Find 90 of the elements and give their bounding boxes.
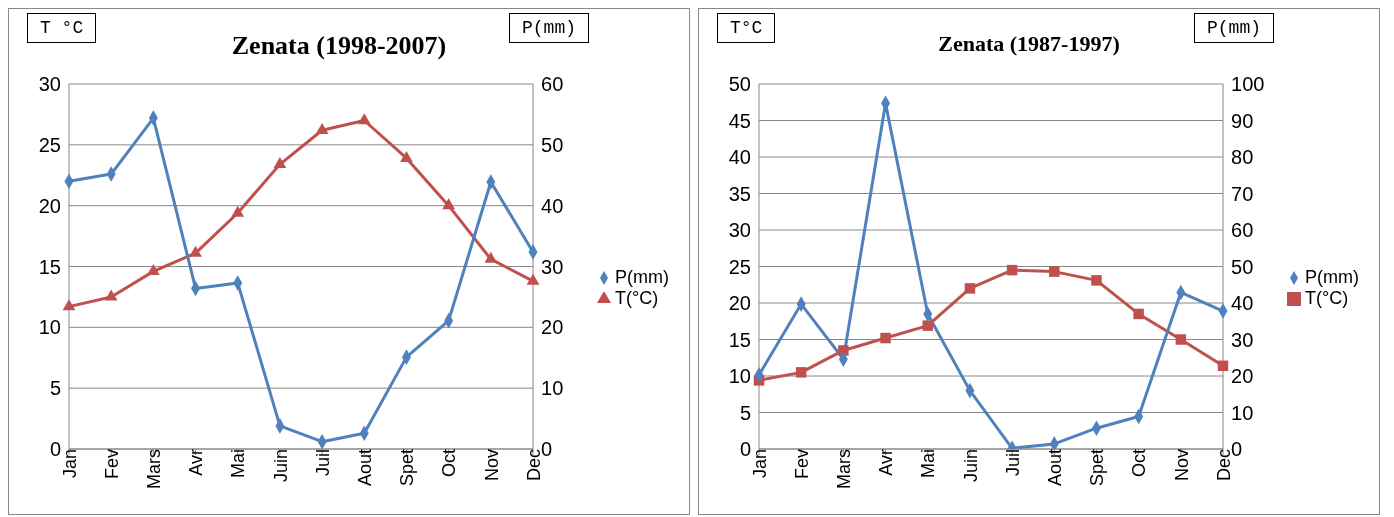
- x-tick-label: Aout: [355, 449, 376, 487]
- y2-tick-label: 40: [541, 194, 564, 217]
- point: [964, 283, 976, 294]
- y-tick-label: 5: [49, 377, 61, 400]
- y-tick-label: 10: [728, 365, 751, 388]
- y-tick-label: 25: [728, 255, 751, 278]
- y-tick-label: 20: [728, 292, 751, 315]
- x-tick-label: Juin: [270, 449, 291, 483]
- x-tick-label: Oct: [439, 449, 460, 478]
- point: [1049, 436, 1059, 449]
- x-tick-label: Oct: [1129, 449, 1150, 478]
- y-tick-label: 15: [728, 328, 751, 351]
- point: [1175, 334, 1187, 345]
- legend-label: P(mm): [1305, 266, 1359, 287]
- y-axis-title: T °C: [27, 13, 97, 43]
- y2-tick-label: 40: [1231, 292, 1254, 315]
- x-tick-label: Avr: [876, 449, 897, 476]
- y2-tick-label: 20: [541, 316, 564, 339]
- y-tick-label: 5: [739, 401, 751, 424]
- y2-tick-label: 60: [1231, 219, 1254, 242]
- y-tick-label: 15: [38, 255, 61, 278]
- y2-tick-label: 30: [1231, 328, 1254, 351]
- y-tick-label: 10: [38, 316, 61, 339]
- point: [526, 273, 540, 285]
- point: [1091, 275, 1102, 286]
- y2-tick-label: 50: [541, 133, 564, 156]
- x-tick-label: Nov: [1171, 449, 1192, 482]
- x-tick-label: Juil: [312, 449, 333, 477]
- point: [922, 320, 933, 331]
- x-tick-label: Mars: [144, 449, 165, 489]
- point: [1133, 308, 1144, 320]
- y2-tick-label: 60: [541, 73, 564, 96]
- point: [62, 299, 76, 311]
- y2-tick-label: 90: [1231, 109, 1254, 132]
- y-tick-label: 35: [728, 182, 751, 205]
- y-tick-label: 25: [38, 133, 61, 156]
- y-tick-label: 40: [728, 146, 751, 169]
- point: [880, 332, 891, 344]
- y2-axis-title: P(mm): [509, 13, 590, 43]
- x-tick-label: Fev: [791, 449, 812, 480]
- point: [104, 289, 118, 301]
- point: [231, 205, 245, 217]
- x-tick-label: Fev: [101, 449, 122, 480]
- point: [795, 367, 807, 378]
- y2-tick-label: 0: [1231, 438, 1243, 461]
- x-tick-label: Spet: [397, 449, 418, 487]
- x-tick-label: Juil: [1002, 449, 1023, 477]
- point: [442, 198, 456, 210]
- point: [1217, 360, 1229, 372]
- y-axis-title: T°C: [717, 13, 776, 43]
- x-tick-label: Spet: [1087, 449, 1108, 487]
- x-tick-label: Mai: [918, 449, 939, 479]
- y2-tick-label: 0: [541, 438, 553, 461]
- y2-tick-label: 70: [1231, 182, 1254, 205]
- x-tick-label: Aout: [1045, 449, 1066, 487]
- point: [1049, 266, 1060, 277]
- y2-tick-label: 10: [541, 377, 564, 400]
- chart-title: Zenata (1998-2007): [230, 31, 448, 61]
- point: [1006, 264, 1018, 276]
- legend-label: T(°C): [615, 287, 659, 308]
- x-tick-label: Nov: [481, 449, 502, 482]
- y-tick-label: 20: [38, 194, 61, 217]
- point: [400, 150, 413, 162]
- y-tick-label: 50: [728, 73, 751, 96]
- y-tick-label: 0: [49, 438, 61, 461]
- legend-label: P(mm): [615, 266, 669, 287]
- y2-tick-label: 30: [541, 255, 564, 278]
- point: [273, 156, 287, 168]
- chart-title: Zenata (1987-1997): [937, 31, 1121, 57]
- point: [189, 245, 202, 257]
- y2-tick-label: 80: [1231, 146, 1254, 169]
- x-tick-label: Avr: [186, 449, 207, 476]
- y2-tick-label: 20: [1231, 365, 1254, 388]
- y2-tick-label: 100: [1231, 73, 1265, 96]
- point: [838, 345, 849, 356]
- x-tick-label: Mars: [834, 449, 855, 489]
- point: [484, 251, 498, 263]
- y-tick-label: 30: [38, 73, 61, 96]
- y2-tick-label: 50: [1231, 255, 1254, 278]
- y2-axis-title: P(mm): [1194, 13, 1275, 43]
- legend-label: T(°C): [1305, 287, 1349, 308]
- point: [357, 113, 371, 125]
- x-tick-label: Mai: [228, 449, 249, 479]
- point: [315, 122, 329, 134]
- x-tick-label: Juin: [960, 449, 981, 483]
- y-tick-label: 30: [728, 219, 751, 242]
- y-tick-label: 0: [739, 438, 751, 461]
- point: [147, 264, 160, 276]
- y-tick-label: 45: [728, 109, 751, 132]
- y2-tick-label: 10: [1231, 401, 1254, 424]
